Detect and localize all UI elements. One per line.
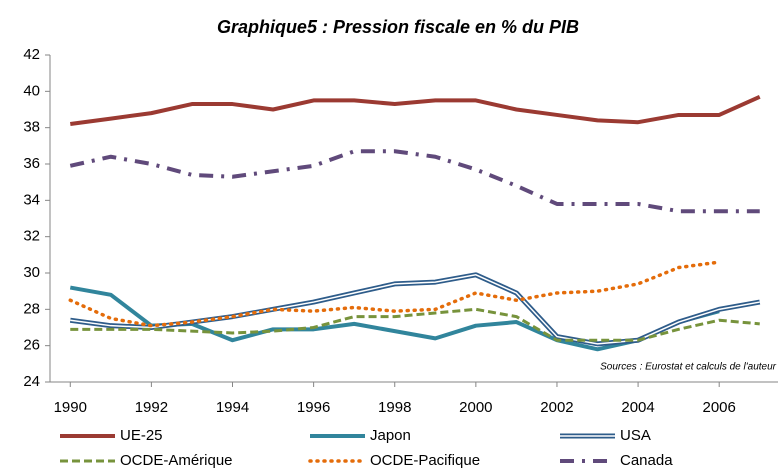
series-line <box>70 307 760 342</box>
x-tick-label: 2000 <box>459 399 492 416</box>
x-tick-label: 2004 <box>621 399 654 416</box>
y-tick-label: 24 <box>23 373 40 390</box>
x-tick-label: 2002 <box>540 399 573 416</box>
legend-label: Japon <box>370 427 411 444</box>
legend-label: Canada <box>620 452 673 469</box>
x-tick-label: 1998 <box>378 399 411 416</box>
y-tick-label: 38 <box>23 119 40 136</box>
x-tick-label: 1990 <box>54 399 87 416</box>
annotation: Sources : Eurostat et calculs de l'auteu… <box>600 362 777 373</box>
legend-label: USA <box>620 427 651 444</box>
x-tick-label: 2006 <box>703 399 736 416</box>
y-tick-label: 26 <box>23 337 40 354</box>
y-tick-label: 36 <box>23 155 40 172</box>
y-tick-label: 30 <box>23 264 40 281</box>
chart-title: Graphique5 : Pression fiscale en % du PI… <box>217 17 579 37</box>
series-line <box>68 260 721 328</box>
legend-label: OCDE-Amérique <box>120 452 233 469</box>
y-tick-label: 40 <box>23 82 40 99</box>
series-line <box>69 149 760 214</box>
x-tick-label: 1992 <box>135 399 168 416</box>
x-tick-label: 1994 <box>216 399 249 416</box>
legend-label: OCDE-Pacifique <box>370 452 480 469</box>
y-tick-label: 32 <box>23 228 40 245</box>
y-tick-label: 28 <box>23 300 40 317</box>
series-line <box>70 94 761 127</box>
legend-label: UE-25 <box>120 427 163 444</box>
x-tick-label: 1996 <box>297 399 330 416</box>
y-tick-label: 42 <box>23 46 40 63</box>
y-tick-label: 34 <box>23 191 40 208</box>
